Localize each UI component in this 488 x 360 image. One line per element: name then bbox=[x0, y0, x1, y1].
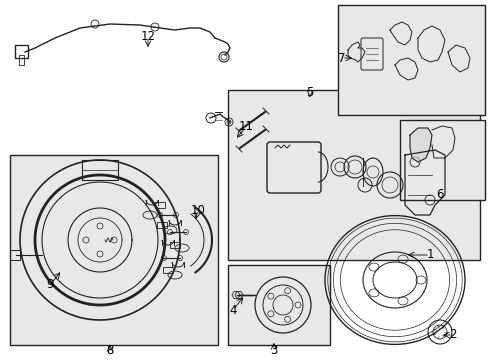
Text: 10: 10 bbox=[190, 203, 205, 216]
Bar bbox=[227, 265, 329, 345]
Text: 9: 9 bbox=[46, 279, 54, 292]
Bar bbox=[337, 5, 484, 115]
Text: 2: 2 bbox=[448, 328, 456, 342]
Bar bbox=[170, 242, 180, 248]
Text: 1: 1 bbox=[426, 248, 433, 261]
Text: 7: 7 bbox=[338, 51, 345, 64]
Bar bbox=[399, 120, 484, 200]
Text: 3: 3 bbox=[270, 343, 277, 356]
Bar bbox=[15, 45, 28, 58]
Bar bbox=[19, 55, 24, 65]
Text: 4: 4 bbox=[229, 303, 236, 316]
Text: 12: 12 bbox=[140, 31, 155, 44]
Bar bbox=[163, 267, 173, 273]
Text: 11: 11 bbox=[238, 121, 253, 134]
Bar bbox=[10, 155, 218, 345]
Bar bbox=[227, 90, 479, 260]
Text: 8: 8 bbox=[106, 345, 113, 357]
Text: 5: 5 bbox=[305, 86, 313, 99]
Polygon shape bbox=[409, 128, 431, 162]
Bar bbox=[155, 202, 164, 208]
Text: 6: 6 bbox=[435, 189, 443, 202]
Bar bbox=[10, 250, 20, 260]
Bar bbox=[82, 160, 118, 180]
Bar bbox=[157, 222, 167, 228]
